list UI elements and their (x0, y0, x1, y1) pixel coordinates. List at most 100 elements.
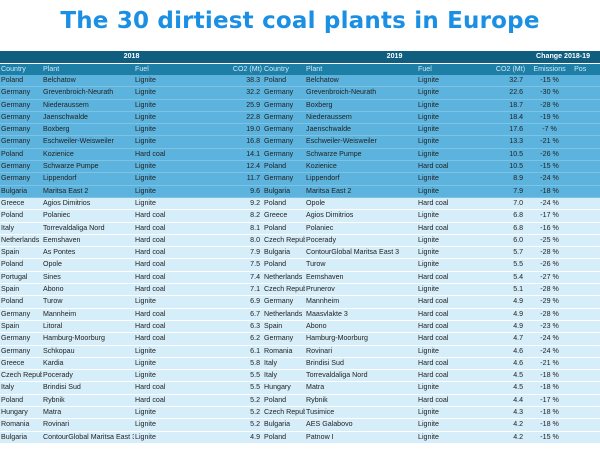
plant-2019-cell: Patnow I (305, 431, 418, 444)
emissions-change-cell: -24 % (526, 332, 574, 346)
plant-2019-cell: Polaniec (305, 222, 418, 235)
co2-2018-cell: 7.5 (198, 258, 264, 272)
co2-2018-cell: 7.9 (198, 246, 264, 260)
country-2019-cell: Poland (263, 75, 306, 88)
col-fuel-2019: Fuel (417, 63, 480, 75)
fuel-2018-cell: Lignite (134, 369, 198, 383)
fuel-2019-cell: Lignite (417, 148, 480, 162)
table-row: Romania Rovinari Lignite 5.2 Bulgaria AES Gal… (0, 418, 600, 432)
page-title: The 30 dirtiest coal plants in Europe (60, 8, 540, 34)
country-2019-cell: Netherlands (263, 271, 306, 285)
country-2018-cell: Spain (0, 246, 42, 260)
co2-2018-cell: 38.3 (198, 75, 264, 88)
country-2019-cell: Germany (263, 172, 306, 186)
co2-2019-cell: 4.9 (479, 295, 527, 309)
table-row: Italy Torrevaldaliga Nord Hard coal 8.1 Pola… (0, 222, 600, 235)
country-2019-cell: Germany (263, 86, 306, 100)
position-change-cell (573, 406, 600, 420)
co2-2018-cell: 4.9 (198, 431, 264, 444)
table-row: Poland Rybnik Hard coal 5.2 Poland Rybnik Hard… (0, 394, 600, 408)
co2-2019-cell: 5.1 (479, 283, 527, 297)
plant-2018-cell: Sines (42, 271, 134, 285)
co2-2019-cell: 4.9 (479, 308, 527, 321)
country-2019-cell: Germany (263, 99, 306, 112)
plant-2018-cell: Boxberg (42, 123, 134, 137)
position-change-cell (573, 258, 600, 272)
plant-2018-cell: Rybnik (42, 394, 134, 408)
co2-2019-cell: 4.9 (479, 320, 527, 334)
fuel-2019-cell: Hard coal (417, 320, 480, 334)
plant-2019-cell: Hamburg-Moorburg (305, 332, 418, 346)
table-row: Germany Schwarze Pumpe Lignite 12.4 Poland Ko… (0, 160, 600, 174)
co2-2019-cell: 18.7 (479, 99, 527, 112)
position-change-cell (573, 431, 600, 444)
country-2018-cell: Poland (0, 75, 42, 88)
country-2018-cell: Bulgaria (0, 185, 42, 198)
fuel-2018-cell: Hard coal (134, 308, 198, 321)
position-change-cell (573, 185, 600, 198)
emissions-change-cell: -30 % (526, 86, 574, 100)
table-row: Czech RepublicPoceradyLignite5.5ItalyTor… (0, 369, 600, 383)
plant-2018-cell: Kardia (42, 357, 134, 371)
co2-2019-cell: 5.5 (479, 258, 527, 272)
fuel-2018-cell: Lignite (134, 357, 198, 371)
country-2019-cell: Germany (263, 295, 306, 309)
fuel-2019-cell: Lignite (417, 381, 480, 395)
col-country-2019: Country (263, 63, 306, 75)
fuel-2019-cell: Lignite (417, 209, 480, 223)
co2-2019-cell: 5.7 (479, 246, 527, 260)
fuel-2018-cell: Lignite (134, 75, 198, 88)
co2-2018-cell: 32.2 (198, 86, 264, 100)
co2-2018-cell: 22.8 (198, 111, 264, 125)
co2-2018-cell: 12.4 (198, 160, 264, 174)
position-change-cell (573, 197, 600, 211)
position-change-cell (573, 172, 600, 186)
country-2018-cell: Poland (0, 295, 42, 309)
year-header-row: 2018 2019 Change 2018-19 (0, 51, 600, 64)
fuel-2018-cell: Hard coal (134, 148, 198, 162)
country-2018-cell: Spain (0, 283, 42, 297)
country-2018-cell: Portugal (0, 271, 42, 285)
plant-2018-cell: Torrevaldaliga Nord (42, 222, 134, 235)
co2-2018-cell: 5.5 (198, 369, 264, 383)
plant-2018-cell: Lippendorf (42, 172, 134, 186)
position-change-cell (573, 394, 600, 408)
country-2018-cell: Germany (0, 332, 42, 346)
fuel-2018-cell: Lignite (134, 197, 198, 211)
plant-2018-cell: ContourGlobal Maritsa East 3 (42, 431, 134, 444)
fuel-2019-cell: Hard coal (417, 197, 480, 211)
emissions-change-cell: -18 % (526, 369, 574, 383)
plant-2018-cell: Hamburg-Moorburg (42, 332, 134, 346)
country-2018-cell: Germany (0, 345, 42, 358)
plant-2018-cell: Turow (42, 295, 134, 309)
fuel-2018-cell: Lignite (134, 123, 198, 137)
fuel-2019-cell: Hard coal (417, 357, 480, 371)
country-2018-cell: Bulgaria (0, 431, 42, 444)
country-2018-cell: Hungary (0, 406, 42, 420)
table-row: Poland Belchatow Lignite 38.3 Poland Belchato… (0, 75, 600, 88)
country-2018-cell: Spain (0, 320, 42, 334)
country-2019-cell: Germany (263, 111, 306, 125)
country-2018-cell: Germany (0, 86, 42, 100)
table-row: Spain Litoral Hard coal 6.3 Spain Abono Hard c… (0, 320, 600, 334)
position-change-cell (573, 271, 600, 285)
co2-2019-cell: 7.9 (479, 185, 527, 198)
country-2019-cell: Czech Republic (263, 406, 306, 420)
position-change-cell (573, 357, 600, 371)
country-2018-cell: Germany (0, 160, 42, 174)
fuel-2018-cell: Hard coal (134, 258, 198, 272)
emissions-change-cell: -16 % (526, 222, 574, 235)
co2-2019-cell: 13.3 (479, 135, 527, 149)
table-row: Bulgaria Maritsa East 2 Lignite 9.6 Bulgaria… (0, 185, 600, 198)
plant-2019-cell: Torrevaldaliga Nord (305, 369, 418, 383)
country-2018-cell: Romania (0, 418, 42, 432)
plant-2018-cell: Grevenbroich-Neurath (42, 86, 134, 100)
position-change-cell (573, 320, 600, 334)
emissions-change-cell: -19 % (526, 111, 574, 125)
co2-2019-cell: 17.6 (479, 123, 527, 137)
fuel-2018-cell: Hard coal (134, 332, 198, 346)
fuel-2018-cell: Lignite (134, 418, 198, 432)
country-2019-cell: Netherlands (263, 308, 306, 321)
